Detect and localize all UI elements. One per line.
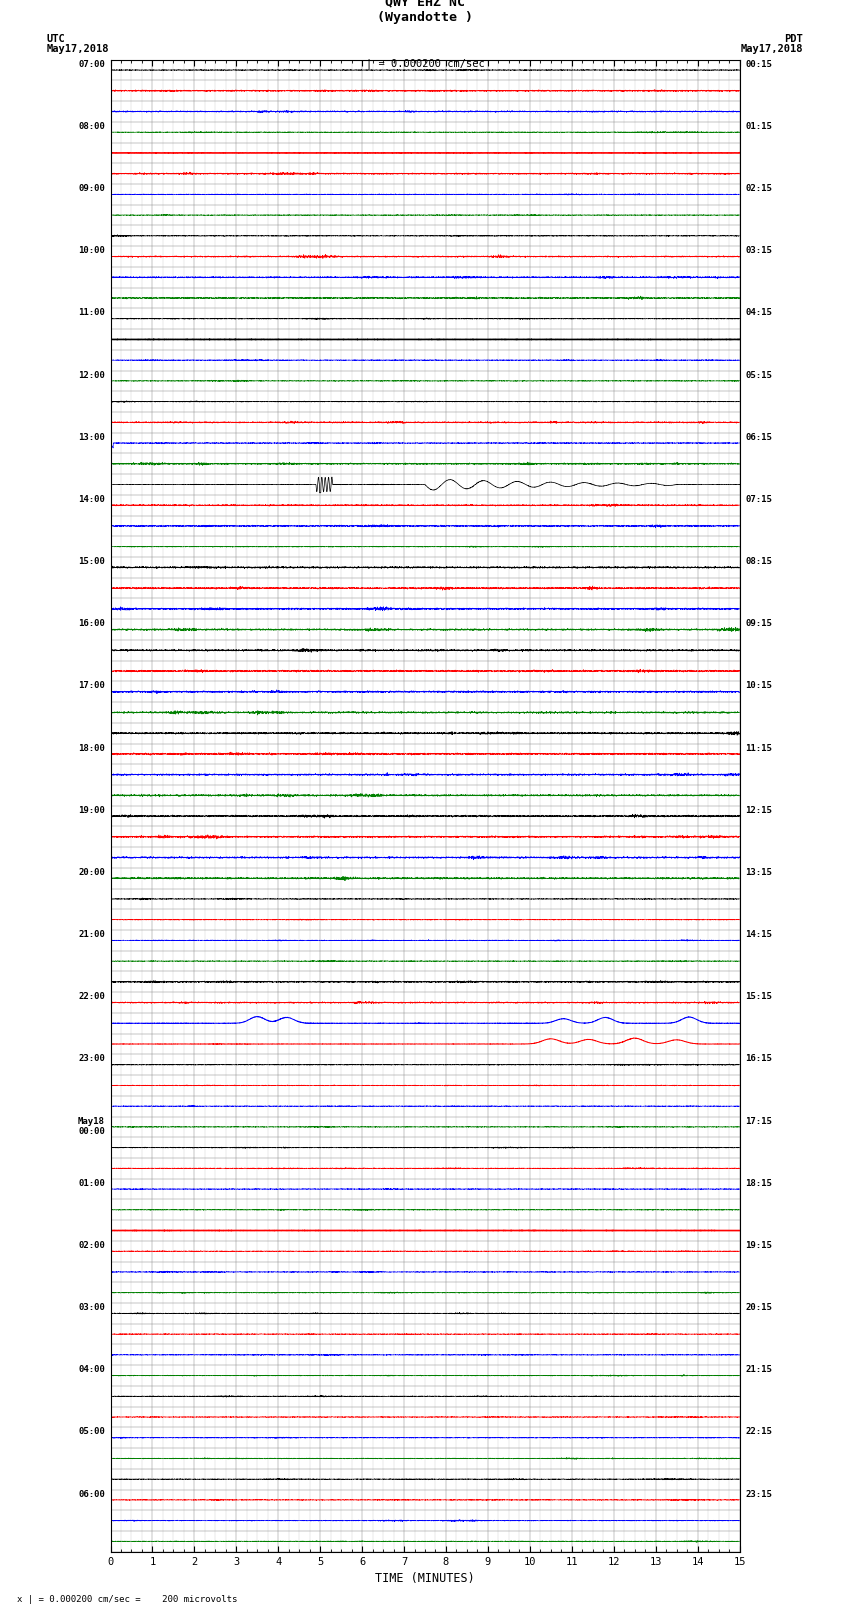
Text: 06:15: 06:15 [745,432,772,442]
Text: 12:00: 12:00 [78,371,105,379]
Text: 05:00: 05:00 [78,1428,105,1436]
Text: 08:15: 08:15 [745,556,772,566]
Text: 14:00: 14:00 [78,495,105,503]
Text: | = 0.000200 cm/sec: | = 0.000200 cm/sec [366,58,484,69]
Text: 03:00: 03:00 [78,1303,105,1311]
Text: May17,2018: May17,2018 [740,44,803,53]
Text: 16:15: 16:15 [745,1055,772,1063]
Text: 21:15: 21:15 [745,1365,772,1374]
Text: PDT: PDT [785,34,803,44]
Text: 20:15: 20:15 [745,1303,772,1311]
Text: 11:15: 11:15 [745,744,772,753]
Text: 10:15: 10:15 [745,681,772,690]
Text: 09:15: 09:15 [745,619,772,627]
Text: 13:15: 13:15 [745,868,772,877]
Text: 02:15: 02:15 [745,184,772,194]
Text: 07:00: 07:00 [78,60,105,69]
Text: 18:15: 18:15 [745,1179,772,1187]
Text: 22:15: 22:15 [745,1428,772,1436]
Text: 01:15: 01:15 [745,123,772,131]
Text: 01:00: 01:00 [78,1179,105,1187]
Text: 04:00: 04:00 [78,1365,105,1374]
Text: 13:00: 13:00 [78,432,105,442]
X-axis label: TIME (MINUTES): TIME (MINUTES) [375,1573,475,1586]
Text: 15:15: 15:15 [745,992,772,1002]
Title: QWY EHZ NC
(Wyandotte ): QWY EHZ NC (Wyandotte ) [377,0,473,24]
Text: 12:15: 12:15 [745,806,772,815]
Text: 06:00: 06:00 [78,1489,105,1498]
Text: UTC: UTC [47,34,65,44]
Text: 21:00: 21:00 [78,931,105,939]
Text: 05:15: 05:15 [745,371,772,379]
Text: 23:15: 23:15 [745,1489,772,1498]
Text: 18:00: 18:00 [78,744,105,753]
Text: 07:15: 07:15 [745,495,772,503]
Text: 09:00: 09:00 [78,184,105,194]
Text: 00:15: 00:15 [745,60,772,69]
Text: 10:00: 10:00 [78,247,105,255]
Text: 11:00: 11:00 [78,308,105,318]
Text: 14:15: 14:15 [745,931,772,939]
Text: 19:00: 19:00 [78,806,105,815]
Text: x | = 0.000200 cm/sec =    200 microvolts: x | = 0.000200 cm/sec = 200 microvolts [17,1595,237,1603]
Text: 20:00: 20:00 [78,868,105,877]
Text: 03:15: 03:15 [745,247,772,255]
Text: 17:15: 17:15 [745,1116,772,1126]
Text: 15:00: 15:00 [78,556,105,566]
Text: 19:15: 19:15 [745,1240,772,1250]
Text: 23:00: 23:00 [78,1055,105,1063]
Text: 17:00: 17:00 [78,681,105,690]
Text: 16:00: 16:00 [78,619,105,627]
Text: 04:15: 04:15 [745,308,772,318]
Text: 08:00: 08:00 [78,123,105,131]
Text: 22:00: 22:00 [78,992,105,1002]
Text: May18
00:00: May18 00:00 [78,1116,105,1136]
Text: 02:00: 02:00 [78,1240,105,1250]
Text: May17,2018: May17,2018 [47,44,110,53]
